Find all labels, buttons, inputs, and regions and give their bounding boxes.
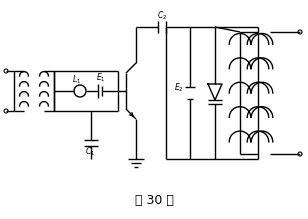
Text: $C_2$: $C_2$ — [157, 9, 167, 21]
Text: $L_1$: $L_1$ — [72, 73, 82, 85]
Text: 题 30 图: 题 30 图 — [135, 194, 173, 207]
Text: $C_1$: $C_1$ — [85, 146, 95, 159]
Text: $E_2$: $E_2$ — [174, 81, 184, 94]
Text: $E_1$: $E_1$ — [96, 72, 106, 85]
